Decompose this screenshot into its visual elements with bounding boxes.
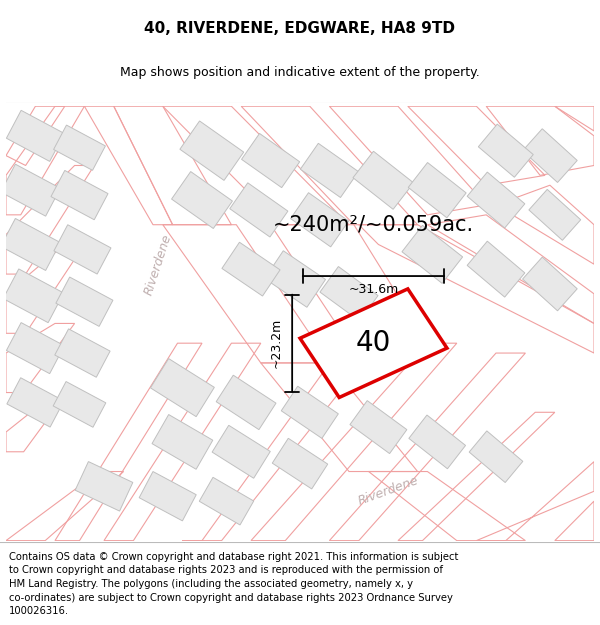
Polygon shape	[409, 415, 466, 469]
Text: Map shows position and indicative extent of the property.: Map shows position and indicative extent…	[120, 66, 480, 79]
Polygon shape	[216, 375, 276, 429]
Polygon shape	[290, 192, 349, 247]
Polygon shape	[523, 257, 577, 311]
Polygon shape	[478, 124, 533, 177]
Polygon shape	[53, 125, 106, 171]
Polygon shape	[350, 401, 407, 454]
Polygon shape	[180, 121, 244, 181]
Polygon shape	[402, 225, 463, 283]
Polygon shape	[172, 172, 232, 229]
Polygon shape	[467, 241, 525, 297]
Polygon shape	[75, 462, 133, 511]
Polygon shape	[301, 143, 358, 198]
Polygon shape	[272, 438, 328, 489]
Text: Riverdene: Riverdene	[356, 474, 421, 508]
Polygon shape	[152, 414, 213, 469]
Text: 40: 40	[356, 329, 391, 357]
Polygon shape	[281, 386, 338, 438]
Text: Riverdene: Riverdene	[142, 232, 174, 296]
Polygon shape	[53, 381, 106, 428]
Polygon shape	[222, 242, 280, 296]
Polygon shape	[408, 162, 466, 217]
Polygon shape	[300, 289, 447, 398]
Polygon shape	[199, 478, 254, 525]
Polygon shape	[529, 189, 581, 240]
Text: ~23.2m: ~23.2m	[270, 318, 283, 368]
Polygon shape	[523, 129, 577, 182]
Polygon shape	[1, 164, 61, 216]
Polygon shape	[230, 183, 288, 237]
Polygon shape	[51, 171, 108, 220]
Polygon shape	[242, 134, 299, 188]
Polygon shape	[1, 219, 61, 271]
Polygon shape	[54, 225, 111, 274]
Polygon shape	[320, 266, 378, 321]
Polygon shape	[212, 425, 270, 478]
Polygon shape	[353, 151, 413, 209]
Text: ~31.6m: ~31.6m	[349, 283, 398, 296]
Text: ~240m²/~0.059ac.: ~240m²/~0.059ac.	[273, 215, 474, 235]
Polygon shape	[151, 359, 214, 417]
Polygon shape	[139, 471, 196, 521]
Polygon shape	[7, 322, 64, 374]
Polygon shape	[265, 251, 326, 308]
Polygon shape	[55, 329, 110, 378]
Text: Contains OS data © Crown copyright and database right 2021. This information is : Contains OS data © Crown copyright and d…	[9, 552, 458, 616]
Polygon shape	[469, 431, 523, 482]
Polygon shape	[3, 269, 64, 322]
Text: 40, RIVERDENE, EDGWARE, HA8 9TD: 40, RIVERDENE, EDGWARE, HA8 9TD	[145, 21, 455, 36]
Polygon shape	[467, 172, 525, 228]
Polygon shape	[7, 111, 64, 161]
Polygon shape	[7, 378, 64, 427]
Polygon shape	[56, 277, 113, 326]
